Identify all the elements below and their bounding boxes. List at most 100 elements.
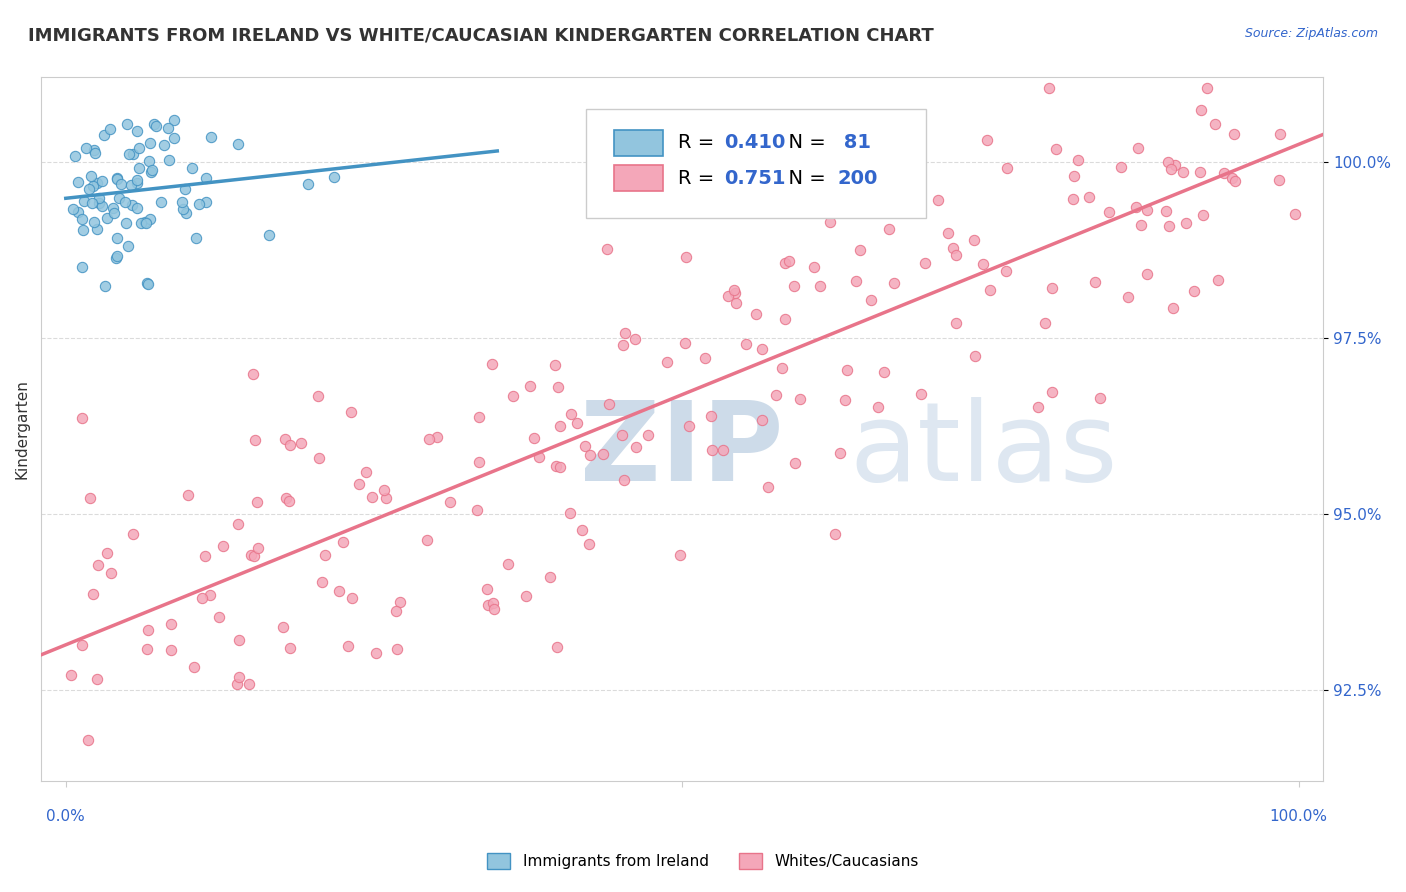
Point <box>995 161 1018 175</box>
Point <box>80 169 103 183</box>
Point <box>1160 161 1182 176</box>
Point <box>194 171 217 186</box>
Point <box>297 178 319 192</box>
Point <box>868 401 890 415</box>
Point <box>314 548 336 562</box>
Text: 0.0%: 0.0% <box>46 809 86 824</box>
Point <box>873 365 896 379</box>
Point <box>1040 280 1063 294</box>
Point <box>560 407 582 421</box>
Point <box>181 161 204 175</box>
Point <box>598 397 620 411</box>
Point <box>523 431 546 445</box>
Point <box>673 335 696 350</box>
Point <box>66 175 89 189</box>
Point <box>1268 127 1291 141</box>
Point <box>174 206 197 220</box>
Point <box>212 539 235 553</box>
Point <box>226 136 249 151</box>
Point <box>773 311 796 326</box>
Point <box>859 293 882 308</box>
Point <box>160 616 183 631</box>
Point <box>502 389 524 403</box>
Point <box>100 566 122 581</box>
Point <box>373 483 395 498</box>
Point <box>114 194 136 209</box>
Point <box>153 138 176 153</box>
Point <box>927 194 949 208</box>
Point <box>311 575 333 590</box>
Point <box>756 480 779 494</box>
Point <box>195 194 218 209</box>
Point <box>385 642 408 657</box>
Point <box>105 251 128 265</box>
Point <box>1038 80 1060 95</box>
FancyBboxPatch shape <box>614 165 664 192</box>
Point <box>1164 158 1187 172</box>
Point <box>86 222 108 236</box>
Point <box>1189 103 1212 117</box>
Point <box>228 632 250 647</box>
Text: 0.751: 0.751 <box>724 169 786 187</box>
Point <box>62 202 84 216</box>
Point <box>914 256 936 270</box>
Point <box>278 494 301 508</box>
Point <box>247 541 270 556</box>
Point <box>426 430 449 444</box>
Point <box>1128 141 1150 155</box>
Point <box>782 278 804 293</box>
Point <box>773 255 796 269</box>
Text: R =: R = <box>678 169 721 187</box>
Point <box>544 458 567 473</box>
Point <box>246 495 269 509</box>
Point <box>824 201 846 215</box>
Point <box>82 179 104 194</box>
Point <box>191 591 214 606</box>
FancyBboxPatch shape <box>614 129 664 156</box>
Point <box>94 278 117 293</box>
Y-axis label: Kindergarten: Kindergarten <box>15 379 30 479</box>
Point <box>1136 267 1159 281</box>
Point <box>66 205 89 219</box>
Point <box>374 491 396 506</box>
Point <box>845 274 868 288</box>
Point <box>323 169 346 184</box>
Point <box>547 380 569 394</box>
Point <box>242 367 264 381</box>
Point <box>340 591 363 605</box>
Point <box>238 677 260 691</box>
Point <box>1204 117 1226 131</box>
Point <box>770 360 793 375</box>
Point <box>610 428 633 442</box>
Point <box>89 192 111 206</box>
Point <box>848 243 870 257</box>
Point <box>366 646 388 660</box>
Point <box>115 216 138 230</box>
Point <box>172 195 194 210</box>
Point <box>1067 153 1090 168</box>
Point <box>82 587 104 601</box>
Point <box>63 149 86 163</box>
Point <box>70 411 93 425</box>
Point <box>558 506 581 520</box>
Point <box>349 477 371 491</box>
Point <box>596 242 619 256</box>
Point <box>135 216 157 230</box>
Point <box>122 527 145 541</box>
Point <box>115 117 138 131</box>
Point <box>120 178 142 193</box>
Point <box>883 276 905 290</box>
Point <box>145 119 167 133</box>
FancyBboxPatch shape <box>586 109 925 219</box>
Point <box>578 537 600 551</box>
Point <box>475 582 498 596</box>
Point <box>496 557 519 571</box>
Point <box>751 343 773 357</box>
Point <box>73 194 96 208</box>
Point <box>125 202 148 216</box>
Text: 200: 200 <box>838 169 877 187</box>
Point <box>1239 36 1261 50</box>
Point <box>136 277 159 292</box>
Point <box>1088 392 1111 406</box>
Point <box>83 214 105 228</box>
